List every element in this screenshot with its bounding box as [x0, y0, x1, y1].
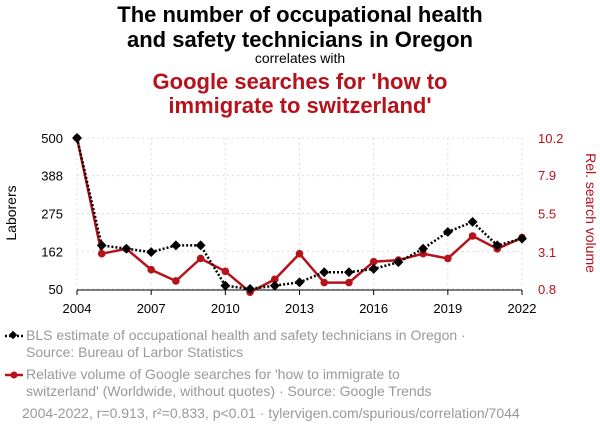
series-bls-point	[517, 233, 527, 244]
y-right-tick-label: 7.9	[538, 168, 556, 183]
chart-title-line1: The number of occupational health	[117, 2, 483, 27]
y-left-tick-label: 162	[41, 244, 63, 259]
series-bls-point	[368, 263, 379, 274]
legend-google-line1: Relative volume of Google searches for '…	[26, 366, 400, 382]
series-bls-technicians	[72, 133, 527, 294]
legend-marker-bls	[5, 330, 23, 340]
x-tick-label: 2022	[508, 301, 537, 316]
y-left-ticks: 500 388 275 162 50	[41, 131, 63, 297]
series-bls-point	[72, 133, 82, 143]
series-google-point	[97, 249, 106, 258]
series-google-point	[295, 249, 304, 258]
series-bls-point	[96, 240, 107, 251]
chart-subtitle: Google searches for 'how to immigrate to…	[0, 70, 600, 118]
chart-subtitle-line2: immigrate to switzerland'	[168, 93, 432, 118]
connector-text: correlates with	[254, 50, 346, 66]
series-bls-point	[393, 257, 404, 268]
series-google-point	[221, 267, 230, 276]
legend-item-bls: BLS estimate of occupational health and …	[4, 327, 564, 363]
x-tick-label: 2004	[63, 301, 92, 316]
y-right-tick-label: 10.2	[538, 131, 563, 146]
series-google-point	[172, 277, 180, 285]
series-bls-point	[121, 243, 132, 254]
x-ticks: 2004 2007 2010 2013 2016 2019 2022	[63, 290, 537, 316]
x-tick-label: 2013	[285, 301, 314, 316]
y-left-tick-label: 50	[49, 282, 63, 297]
y-right-tick-label: 0.8	[538, 282, 556, 297]
series-bls-point	[220, 280, 231, 291]
legend-item-google: Relative volume of Google searches for '…	[4, 366, 564, 402]
series-bls-point	[170, 240, 181, 251]
series-bls-point	[343, 267, 354, 278]
x-tick-label: 2010	[211, 301, 240, 316]
x-tick-label: 2007	[137, 301, 166, 316]
y-left-tick-label: 500	[41, 131, 63, 146]
series-bls-point	[269, 280, 280, 291]
series-bls-point	[146, 247, 157, 258]
series-google-point	[444, 254, 452, 263]
series-google-point	[147, 265, 155, 274]
x-tick-label: 2016	[359, 301, 388, 316]
series-bls-point	[418, 243, 429, 254]
series-bls-point	[319, 267, 330, 278]
series-google-point	[468, 232, 477, 240]
series-google-searches	[73, 134, 526, 297]
series-google-point	[270, 275, 279, 284]
series-google-point	[320, 278, 329, 287]
series-bls-point	[492, 240, 503, 251]
y-right-tick-label: 5.5	[538, 207, 556, 222]
y-right-ticks: 10.2 7.9 5.5 3.1 0.8	[538, 131, 563, 297]
legend-bls-line2: Source: Bureau of Larbor Statistics	[26, 344, 244, 360]
y-left-tick-label: 388	[41, 169, 63, 184]
chart-title: The number of occupational health and sa…	[0, 2, 600, 52]
series-bls-point	[467, 216, 478, 227]
legend-marker-google	[5, 371, 23, 379]
footer-stats: 2004-2022, r=0.913, r²=0.833, p<0.01 · t…	[22, 405, 520, 421]
x-tick-label: 2019	[433, 301, 462, 316]
chart-subtitle-line1: Google searches for 'how to	[152, 69, 448, 94]
series-bls-point	[245, 284, 256, 294]
y-right-label: Rel. search volume	[583, 153, 599, 273]
series-bls-point	[442, 227, 453, 237]
series-google-point	[369, 257, 378, 266]
series-google-point	[196, 254, 205, 263]
series-google-point	[345, 278, 353, 287]
legend-bls-line1: BLS estimate of occupational health and …	[26, 327, 466, 343]
y-right-tick-label: 3.1	[538, 245, 556, 260]
chart-title-line2: and safety technicians in Oregon	[127, 27, 473, 52]
legend-google-line2: switzerland' (Worldwide, without quotes)…	[26, 383, 432, 399]
grid-lines	[76, 137, 523, 290]
y-left-label: Laborers	[3, 185, 19, 240]
y-left-tick-label: 275	[41, 207, 63, 222]
series-bls-point	[195, 240, 206, 251]
series-bls-point	[294, 277, 305, 288]
